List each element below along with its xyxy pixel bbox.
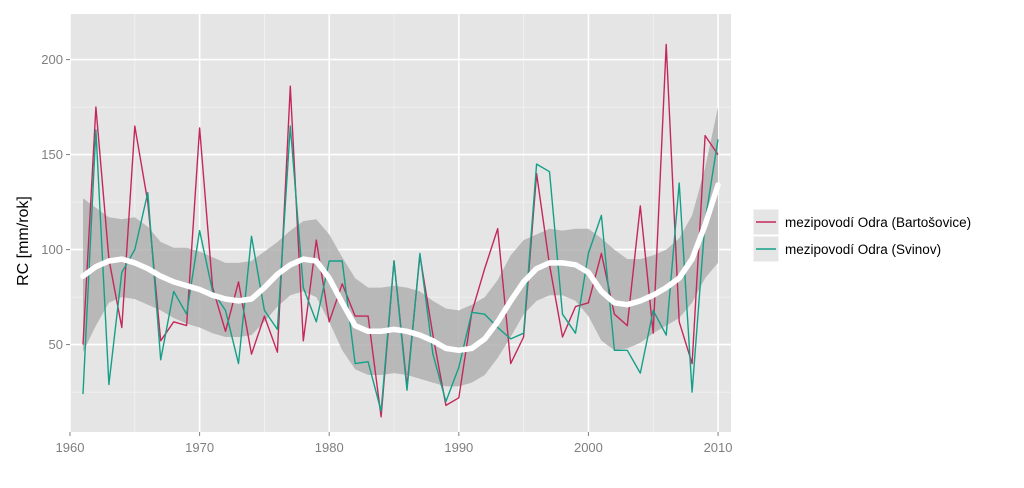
- legend-label: mezipovodí Odra (Svinov): [785, 242, 941, 257]
- grid-lines: [69, 14, 731, 432]
- x-tick-label: 1970: [185, 440, 214, 455]
- smooth-trend: [80, 182, 721, 354]
- x-tick-label: 2000: [574, 440, 603, 455]
- y-tick-label: 50: [49, 337, 63, 352]
- confidence-band-area: [83, 107, 718, 387]
- x-tick-label: 2010: [704, 440, 733, 455]
- y-axis-title: RC [mm/rok]: [15, 196, 32, 286]
- y-axis: 50 100 150 200: [41, 52, 70, 352]
- smooth-line: [80, 182, 721, 354]
- x-tick-label: 1980: [315, 440, 344, 455]
- confidence-band: [83, 107, 718, 387]
- x-axis: 1960 1970 1980 1990 2000 2010: [56, 432, 733, 455]
- x-tick-label: 1990: [444, 440, 473, 455]
- y-tick-label: 200: [41, 52, 63, 67]
- series-line-2: [82, 125, 719, 412]
- y-tick-label: 100: [41, 242, 63, 257]
- y-tick-label: 150: [41, 147, 63, 162]
- legend-label: mezipovodí Odra (Bartošovice): [785, 215, 971, 230]
- x-tick-label: 1960: [56, 440, 85, 455]
- legend: mezipovodí Odra (Bartošovice) mezipovodí …: [752, 208, 971, 263]
